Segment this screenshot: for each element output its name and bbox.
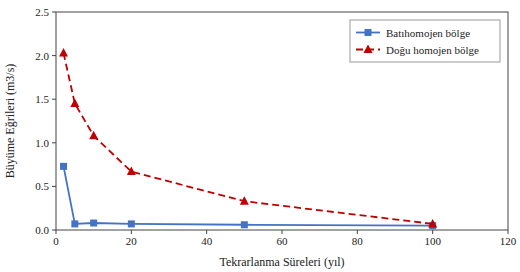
legend-marker: [364, 45, 373, 54]
x-tick-label: 60: [277, 235, 289, 247]
y-tick: [52, 142, 56, 143]
y-tick: [52, 55, 56, 56]
legend-label: Batıhomojen bölge: [386, 27, 470, 39]
legend-marker: [365, 29, 372, 36]
y-tick-label: 2.5: [35, 6, 49, 18]
point-marker: [127, 167, 136, 176]
chart-container: 0 20 40 60 80 100 120 0.0 0.5 1.0 1.5 2.0 2.5 Tekrarl…: [0, 0, 520, 272]
y-tick-label: 0.0: [35, 224, 49, 236]
legend: Batıhomojen bölge Doğu homojen bölge: [350, 20, 500, 62]
point-marker: [60, 163, 67, 170]
background: [0, 0, 520, 272]
x-tick-label: 20: [126, 235, 138, 247]
x-tick-label: 80: [352, 235, 364, 247]
point-marker: [241, 221, 248, 228]
y-tick-label: 0.5: [35, 180, 49, 192]
chart-svg: 0 20 40 60 80 100 120 0.0 0.5 1.0 1.5 2.0 2.5 Tekrarl…: [0, 0, 520, 272]
legend-label: Doğu homojen bölge: [386, 44, 479, 56]
x-tick-label: 120: [500, 235, 517, 247]
x-axis: 0 20 40 60 80 100 120: [53, 230, 517, 247]
x-tick-label: 0: [53, 235, 59, 247]
point-marker: [240, 196, 249, 205]
point-marker: [90, 220, 97, 227]
x-tick-label: 100: [424, 235, 441, 247]
x-tick: [131, 230, 132, 234]
x-tick-label: 40: [201, 235, 213, 247]
point-marker: [59, 48, 68, 57]
y-tick: [52, 99, 56, 100]
point-marker: [428, 219, 437, 228]
series: [59, 48, 437, 227]
legend-box: [350, 20, 500, 62]
y-tick-label: 1.5: [35, 93, 49, 105]
y-tick: [52, 186, 56, 187]
point-marker: [70, 99, 79, 108]
x-tick: [282, 230, 283, 234]
point-marker: [71, 220, 78, 227]
y-tick-label: 2.0: [35, 50, 49, 62]
x-tick: [357, 230, 358, 234]
x-axis-label: Tekrarlanma Süreleri (yıl): [219, 255, 344, 269]
series: [60, 163, 436, 229]
plot-frame: [56, 12, 508, 230]
y-tick-label: 1.0: [35, 137, 49, 149]
data-area: [59, 48, 437, 229]
y-tick: [52, 12, 56, 13]
y-axis-label: Büyüme Eğrileri (m3/s): [3, 64, 17, 179]
y-axis: 0.0 0.5 1.0 1.5 2.0 2.5: [35, 6, 56, 236]
series-line: [64, 53, 433, 224]
x-tick: [206, 230, 207, 234]
x-tick: [508, 230, 509, 234]
y-tick: [52, 230, 56, 231]
point-marker: [128, 220, 135, 227]
x-tick: [56, 230, 57, 234]
x-tick: [432, 230, 433, 234]
point-marker: [89, 131, 98, 140]
